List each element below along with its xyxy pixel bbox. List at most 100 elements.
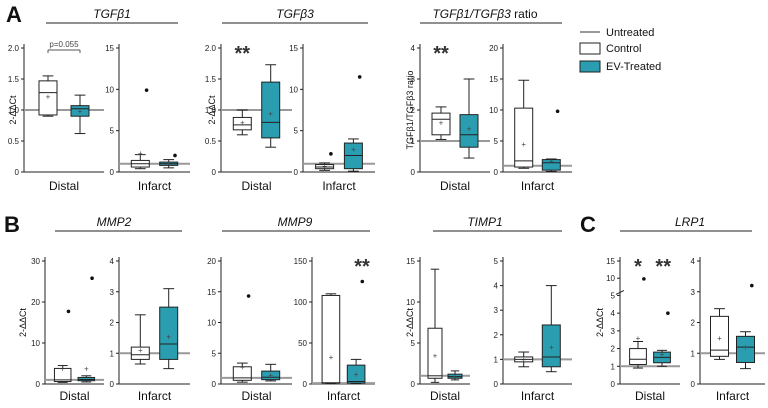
mean-marker: + [60,364,65,373]
box-control: + [710,308,729,360]
category-label: Infarct [327,389,361,403]
box-iqr [541,159,561,171]
y-tick-label: 0 [15,168,20,177]
category-label: Infarct [138,389,172,403]
axis-break [615,289,625,295]
box-iqr [261,370,281,381]
category-label: Infarct [322,179,356,193]
y-tick-label: 0 [411,380,416,389]
mean-marker: + [743,343,748,352]
y-tick-label: 15 [406,257,415,266]
y-tick-label: 0.5 [8,137,20,146]
y-tick-label: 150 [294,257,308,266]
gene-titles: TGFβ1 TGFβ3 TGFβ1/TGFβ3 ratio MMP2 MMP9 TIMP1… [46,7,752,232]
box-control: + [38,75,58,117]
box-treated: + [541,285,561,373]
box-iqr [321,294,341,384]
y-tick-label: 5 [110,127,115,136]
y-tick-label: 10 [406,298,415,307]
outlier-point [66,309,71,314]
y-tick-label: 1 [611,362,616,371]
y-tick-label: 10 [489,106,498,115]
box-treated: + [70,94,90,135]
mean-marker: + [329,353,334,362]
y-axis-label: 2-ΔΔCt [18,307,28,337]
box-treated: + [736,283,755,370]
y-axis-label: 2-ΔΔCt [207,95,217,125]
gene-title-tgfb3: TGFβ3 [222,7,368,24]
y-tick-label: 4 [611,309,616,318]
gene-title-timp1: TIMP1 [433,215,562,232]
y-tick-label: 2 [611,345,616,354]
outlier-point [246,294,251,298]
legend-control-label: Control [606,43,641,55]
mean-marker: + [467,125,472,134]
mean-marker: + [268,371,273,380]
y-tick-label: 1.0 [8,106,20,115]
significance-stars: ** [235,43,251,65]
y-tick-label: 0 [411,168,416,177]
category-label: Infarct [716,389,750,403]
mean-marker: + [439,118,444,127]
box-iqr [431,112,451,136]
plot-mmp9-distal: 0 5 10 15 20 Distal + + [207,257,292,403]
box-treated: + [159,288,179,370]
y-tick-label: 15 [489,75,498,84]
mean-marker: + [453,372,458,381]
mean-marker: + [240,118,245,127]
outlier-point [329,152,333,156]
mean-marker: + [268,110,273,119]
y-tick-label: 5 [411,339,416,348]
y-tick-label: 3 [691,288,696,297]
gene-title-ratio: TGFβ1/TGFβ3 ratio [420,7,562,24]
y-tick-label: 3 [411,75,416,84]
box-treated: + [346,279,366,385]
outlier-point [642,277,646,281]
mean-marker: + [240,363,245,372]
plot-tgfb1-distal: 0 0.5 1.0 1.5 2.0 Distal 2-ΔΔCt + + p=0.055 [8,40,104,193]
y-tick-label: 1.5 [205,75,217,84]
mean-marker: + [78,107,83,116]
mean-marker: + [717,334,722,343]
mean-marker: + [46,92,51,101]
category-label: Distal [241,389,271,403]
y-tick-label: 20 [207,257,216,266]
mean-marker: + [166,159,171,168]
y-tick-label: 15 [105,44,114,53]
y-tick-label: 0 [212,380,217,389]
gene-title-text: TGFβ1/TGFβ3 ratio [432,7,537,21]
legend-control-swatch [579,42,601,55]
mean-marker: + [84,364,89,373]
plot-timp1-infarct: 0 1 2 3 4 5 Infarct + + [494,257,572,403]
y-tick-label: 0 [303,380,308,389]
mean-marker: + [351,145,356,154]
mean-marker: + [660,350,665,359]
gene-title-lrp1: LRP1 [620,215,752,232]
mean-marker: + [138,149,143,158]
box-control: + [629,277,647,369]
y-tick-label: 1 [110,349,115,358]
y-tick-label: 10 [105,85,114,94]
category-label: Distal [49,179,79,193]
category-label: Distal [59,389,89,403]
box-control: + [53,309,72,383]
legend-treated-label: EV-Treated [606,61,661,73]
y-tick-label: 0 [611,380,616,389]
box-iqr [159,306,179,360]
box-treated: + [261,363,281,382]
y-tick-label: 0 [494,380,499,389]
box-iqr [514,107,534,168]
legend-treated-swatch [579,60,601,73]
box-iqr [710,315,729,357]
mean-marker: + [138,346,143,355]
box-treated: + [77,276,96,383]
box-treated: + [653,311,671,367]
box-iqr [130,346,150,360]
gene-title-text: TIMP1 [467,215,502,229]
outlier-point [750,283,754,288]
box-treated: + [343,75,363,172]
y-tick-label: 15 [207,288,216,297]
plot-timp1-distal: 0 5 10 15 Distal 2-ΔΔCt + + [405,257,470,403]
